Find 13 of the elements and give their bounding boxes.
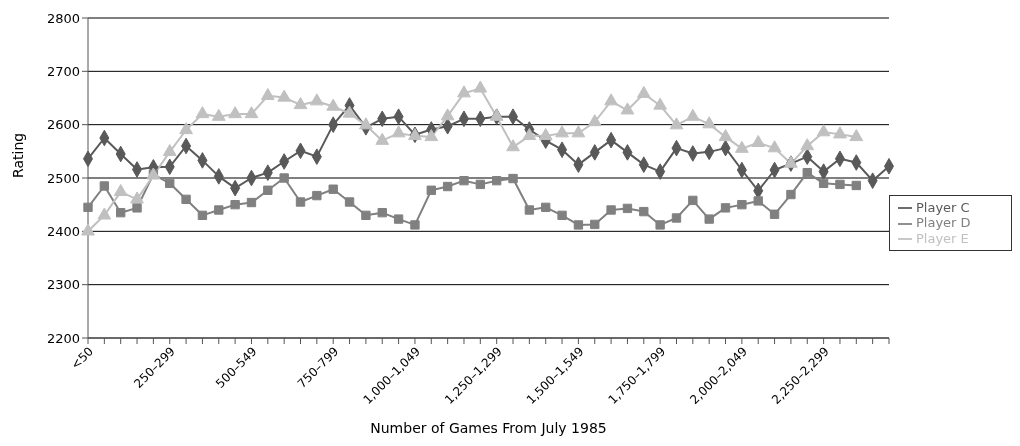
y-tick-label: 2200 — [46, 330, 80, 346]
x-axis-title: Number of Games From July 1985 — [370, 420, 607, 436]
y-tick-label: 2300 — [46, 277, 80, 293]
y-tick-label: 2800 — [46, 10, 80, 26]
x-tick-label: <50 — [68, 344, 97, 373]
y-tick-label: 2700 — [46, 63, 80, 79]
y-axis-title: Rating — [9, 132, 26, 178]
y-tick-label: 2400 — [46, 223, 80, 239]
y-tick-label: 2500 — [46, 170, 80, 186]
legend-label: Player C — [916, 199, 970, 215]
y-tick-label: 2600 — [46, 117, 80, 133]
legend-label: Player E — [916, 230, 969, 246]
legend-label: Player D — [916, 215, 971, 231]
